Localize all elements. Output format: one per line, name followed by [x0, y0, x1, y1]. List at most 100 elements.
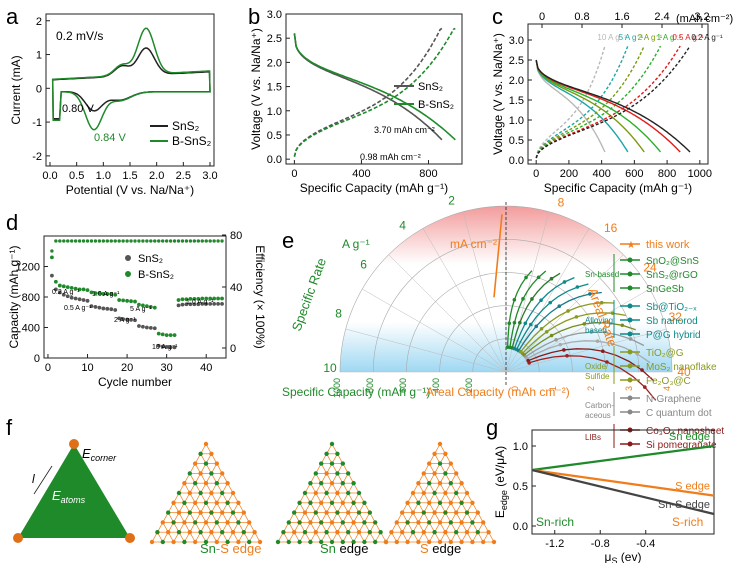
e-material-point — [595, 339, 600, 343]
d-efficiency-point — [93, 239, 98, 243]
lattice-atom — [427, 481, 432, 486]
c-xlabel: Specific Capacity (mAh g⁻¹) — [544, 181, 692, 195]
lattice-atom — [281, 530, 286, 535]
legend-item-label: Si pomegranate — [646, 440, 717, 451]
d-capacity-point — [144, 325, 149, 330]
d-efficiency-point — [137, 239, 141, 243]
lattice-atom — [209, 530, 214, 535]
d-capacity-point — [53, 287, 58, 292]
d-capacity-point — [121, 317, 126, 322]
d-capacity-point — [168, 345, 173, 350]
lattice-atom — [443, 530, 448, 535]
d-capacity-point — [53, 279, 58, 284]
b-ytick-label: 1.5 — [267, 82, 282, 94]
triangle-model — [18, 444, 130, 538]
e-right-scale-label: 8 — [558, 196, 565, 210]
legend-item-marker — [627, 317, 633, 323]
f-atoms-label: Eatoms — [52, 488, 86, 505]
d-capacity-point — [204, 296, 209, 301]
lattice-atom — [437, 539, 443, 545]
lattice-atom — [405, 520, 410, 525]
g-xtick-label: -1.2 — [545, 538, 564, 550]
c-top-tick-label: 1.6 — [614, 11, 629, 23]
lattice-atom — [171, 539, 176, 545]
e-this-work-curve — [493, 214, 503, 298]
lattice-atom — [302, 510, 308, 515]
panel-g-plot: Sn edge S edge Sn-S edge -1.2 -0.8 -0.4 0.0 0.5… — [493, 429, 715, 563]
lattice-atom — [225, 481, 230, 486]
d-legend-marker — [125, 271, 131, 277]
lattice-atom — [193, 539, 198, 545]
c-top-tick-label: 0 — [539, 11, 545, 23]
lattice-atom — [394, 520, 399, 525]
d-capacity-point — [85, 288, 90, 293]
lattice-atom — [252, 530, 257, 535]
lattice-atom — [324, 451, 329, 456]
b-ytick-label: 2.0 — [267, 57, 282, 69]
lattice-atom — [297, 539, 302, 545]
lattice-atom — [214, 520, 219, 525]
b-discharge-curve — [293, 33, 443, 141]
e-bottom-right-tick: 0 — [510, 386, 520, 391]
lattice-atom — [324, 510, 329, 515]
e-left-scale-label: 10 — [323, 361, 337, 375]
lattice-atom — [340, 539, 345, 545]
c-rate-label: 0.5 A g⁻¹ — [672, 33, 704, 42]
e-grid-spoke — [505, 288, 650, 373]
d-capacity-point — [101, 306, 106, 311]
lattice-atom — [319, 461, 324, 466]
lattice-atom — [241, 530, 246, 535]
e-material-point — [589, 330, 594, 334]
lattice-atom — [203, 461, 209, 466]
lattice-atom — [346, 530, 351, 535]
d-capacity-point — [208, 296, 213, 301]
e-right-scale-label: 40 — [677, 365, 691, 379]
lattice-atom — [421, 471, 426, 476]
d-ytick-label: 800 — [22, 292, 40, 304]
d-capacity-point — [152, 305, 157, 310]
d-capacity-point — [152, 326, 157, 331]
legend-item-label: C quantum dot — [646, 408, 712, 419]
e-bottom-right-tick: 4 — [662, 386, 672, 391]
c-charge-curve — [535, 45, 645, 159]
d-efficiency-point — [89, 239, 94, 243]
c-top-tick-label: 2.4 — [654, 11, 669, 23]
e-material-point — [599, 300, 604, 305]
e-material-curve — [511, 272, 561, 349]
d-capacity-point — [164, 333, 169, 338]
lattice-atom — [346, 471, 351, 476]
lattice-atom — [454, 530, 459, 535]
d-efficiency-point — [141, 239, 145, 243]
d-efficiency-point — [165, 239, 169, 243]
e-material-point — [549, 276, 554, 281]
e-material-point — [640, 368, 644, 372]
c-discharge-curve — [535, 59, 629, 153]
lattice-atom — [313, 490, 318, 496]
lattice-atom — [416, 520, 421, 525]
lattice-atom — [454, 471, 459, 476]
e-material-point — [575, 285, 580, 289]
b-ytick-label: 1.0 — [267, 106, 282, 118]
legend-item-marker — [627, 349, 633, 355]
d-capacity-point — [61, 284, 66, 289]
lattice-atom — [198, 490, 203, 496]
d-capacity-point — [200, 296, 205, 301]
lattice-atom — [230, 510, 236, 515]
lattice-atom — [443, 451, 448, 456]
e-material-point — [549, 333, 554, 338]
panel-b-plot: 0 400 800 0.0 0.5 1.0 1.5 2.0 2.5 3.0 Specific Cap… — [249, 9, 463, 195]
legend-item-marker — [627, 377, 633, 383]
g-xlabel: μS (ev) — [605, 550, 642, 563]
d-xlabel: Cycle number — [98, 375, 172, 389]
d-capacity-point — [93, 305, 98, 309]
d-capacity-point — [57, 283, 62, 288]
d-efficiency-point — [133, 239, 137, 243]
lattice-atom — [437, 520, 443, 525]
panel-b-frame — [285, 13, 463, 165]
c-rate-label: 0.2 A g⁻¹ — [691, 33, 723, 42]
lattice-atom — [319, 539, 324, 545]
g-ytick-label: 1.0 — [513, 441, 528, 453]
e-material-point — [610, 311, 615, 315]
a-ylabel: Current (mA) — [9, 55, 23, 124]
